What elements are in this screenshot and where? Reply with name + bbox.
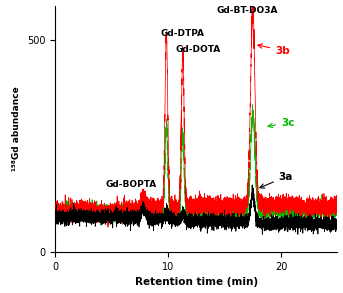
Text: 3c: 3c [268,118,295,128]
Text: Gd-DOTA: Gd-DOTA [176,45,221,54]
Text: Gd-BOPTA: Gd-BOPTA [106,180,157,189]
Y-axis label: ¹⁵⁸Gd abundance: ¹⁵⁸Gd abundance [12,87,21,171]
X-axis label: Retention time (min): Retention time (min) [135,277,258,287]
Text: Gd-DTPA: Gd-DTPA [160,29,204,38]
Text: Gd-BT-DO3A: Gd-BT-DO3A [217,6,278,15]
Text: 3b: 3b [258,44,290,56]
Text: 3a: 3a [260,172,293,188]
